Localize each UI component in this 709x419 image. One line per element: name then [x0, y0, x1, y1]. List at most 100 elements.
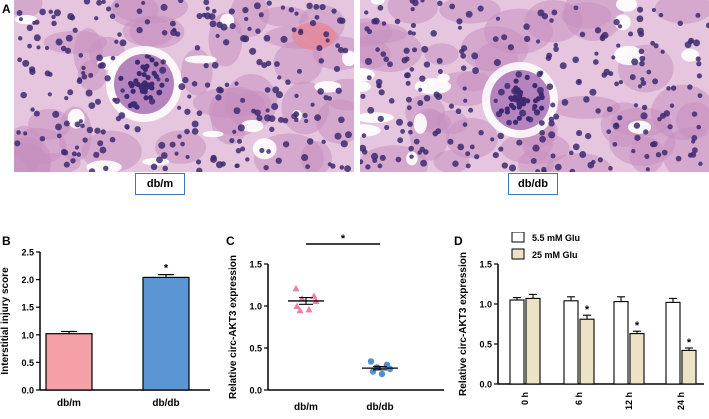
nucleus [447, 138, 454, 145]
nucleus [215, 33, 220, 39]
nucleus [696, 73, 702, 79]
nucleus [508, 164, 517, 172]
nucleus [294, 11, 299, 16]
nucleus [657, 116, 662, 122]
nucleus [14, 140, 21, 147]
chart-c-y-tick-label: 0.0 [249, 386, 262, 396]
chart-d-x-tick-label: 24 h [676, 392, 686, 410]
nucleus [421, 45, 429, 53]
nucleus [70, 158, 76, 164]
nucleus [597, 157, 603, 163]
nucleus [185, 154, 190, 160]
nucleus [650, 40, 656, 46]
nucleus [364, 57, 373, 65]
nucleus [211, 8, 217, 14]
nucleus [360, 93, 366, 99]
nucleus [498, 146, 504, 152]
nucleus [583, 96, 590, 103]
glomerular-nucleus [504, 109, 510, 115]
tubule-region [483, 8, 553, 55]
tubule-region [259, 6, 309, 27]
nucleus [553, 42, 559, 48]
nucleus [16, 130, 21, 135]
nucleus [314, 14, 320, 20]
nucleus [17, 57, 23, 63]
lumen-space [14, 14, 38, 25]
nucleus [258, 12, 264, 18]
nucleus [20, 91, 27, 99]
nucleus [546, 52, 553, 59]
nucleus [579, 151, 587, 158]
nucleus [404, 72, 411, 79]
nucleus [244, 16, 249, 22]
chart-b-y-tick-label: 1.5 [21, 303, 34, 313]
lumen-space [613, 45, 644, 66]
nucleus [101, 0, 106, 5]
nucleus [457, 143, 465, 151]
nucleus [640, 112, 648, 120]
nucleus [180, 141, 185, 147]
nucleus [474, 154, 480, 160]
nucleus [266, 149, 271, 154]
nucleus [271, 102, 279, 111]
nucleus [253, 2, 261, 10]
nucleus [652, 78, 659, 85]
nucleus [72, 27, 78, 33]
lumen-space [681, 48, 700, 62]
nucleus [96, 54, 103, 62]
nucleus [538, 120, 545, 126]
nucleus [603, 68, 611, 76]
nucleus [579, 31, 586, 38]
nucleus [636, 15, 644, 23]
glomerular-nucleus [513, 78, 519, 84]
chart-d-x-tick-label: 12 h [624, 392, 634, 410]
nucleus [269, 126, 275, 133]
nucleus [136, 26, 143, 34]
nucleus [364, 26, 370, 32]
nucleus [150, 163, 158, 171]
nucleus [245, 157, 250, 162]
nucleus [360, 144, 367, 152]
nucleus [263, 34, 271, 42]
nucleus [397, 137, 404, 144]
nucleus [461, 45, 468, 52]
nucleus [548, 131, 556, 139]
nucleus [403, 47, 410, 54]
nucleus [595, 108, 601, 114]
nucleus [184, 108, 191, 115]
nucleus [44, 45, 50, 51]
chart-d-bar [629, 333, 645, 385]
nucleus [76, 152, 82, 157]
nucleus [549, 18, 554, 23]
glomerular-nucleus [134, 59, 141, 65]
nucleus [254, 109, 261, 116]
lumen-space [360, 112, 394, 123]
nucleus [641, 104, 648, 111]
nucleus [377, 163, 383, 169]
nucleus [29, 68, 36, 75]
nucleus [384, 124, 390, 131]
nucleus [613, 19, 620, 26]
glomerular-nucleus [525, 98, 531, 104]
nucleus [677, 20, 683, 27]
nucleus [551, 9, 558, 16]
chart-b-x-tick-label: db/m [57, 398, 81, 409]
chart-c-point [386, 365, 394, 373]
nucleus [465, 151, 471, 157]
nucleus [114, 39, 119, 44]
nucleus [240, 146, 246, 152]
tubule-region [552, 95, 621, 119]
nucleus [460, 53, 466, 59]
nucleus [660, 49, 665, 54]
lumen-space [360, 124, 381, 137]
nucleus [407, 121, 413, 127]
nucleus [406, 105, 412, 111]
nucleus [511, 87, 518, 95]
nucleus [51, 20, 57, 27]
nucleus [259, 147, 265, 154]
glomerular-nucleus [136, 70, 142, 77]
nucleus [310, 102, 315, 107]
tubule-region [73, 28, 103, 79]
nucleus [423, 61, 431, 68]
nucleus [23, 131, 28, 136]
